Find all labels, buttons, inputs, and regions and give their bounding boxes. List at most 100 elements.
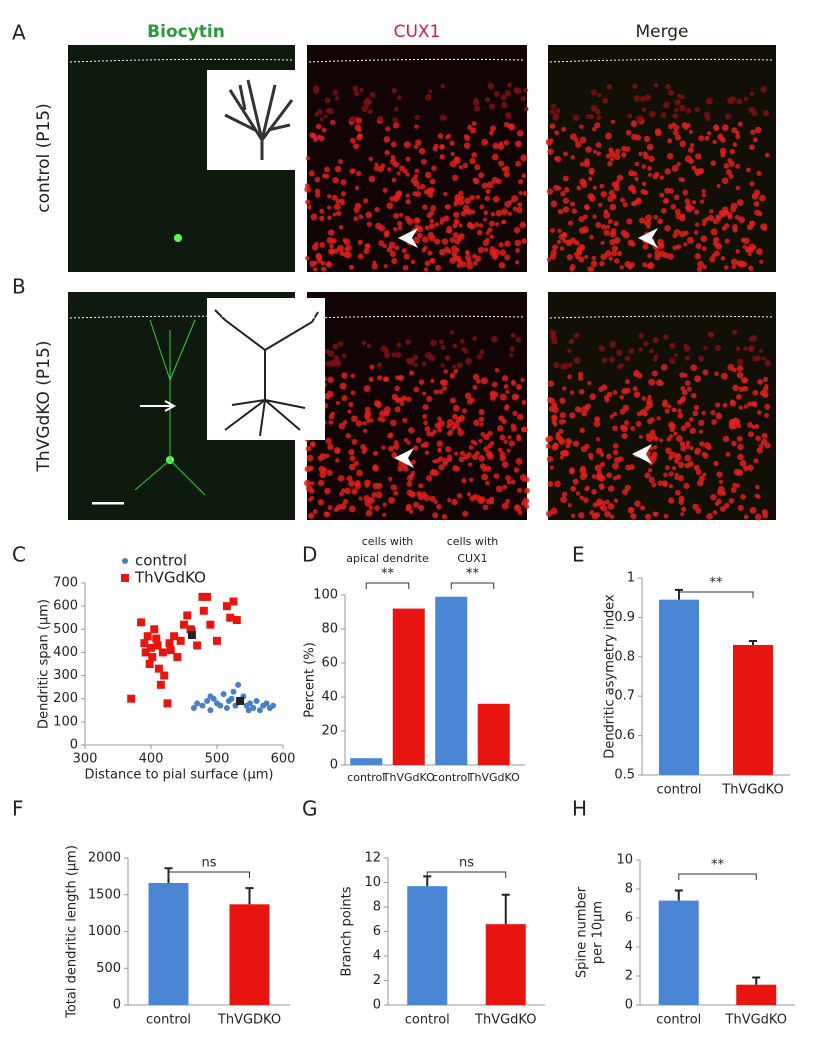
nucleus xyxy=(743,465,749,472)
panel-label: F xyxy=(12,797,24,821)
nucleus xyxy=(585,146,592,153)
y-tick-label: 1500 xyxy=(88,887,121,902)
nucleus xyxy=(740,237,746,243)
nucleus xyxy=(519,474,527,481)
point xyxy=(127,694,136,703)
y-tick-label: 500 xyxy=(53,622,78,637)
nucleus xyxy=(611,245,619,252)
y-tick-label: 8 xyxy=(373,900,381,915)
nucleus xyxy=(644,513,652,520)
point xyxy=(207,693,214,700)
nucleus xyxy=(598,202,603,208)
nucleus xyxy=(653,357,658,362)
nucleus xyxy=(424,171,432,179)
nucleus xyxy=(473,105,481,112)
nucleus xyxy=(642,151,648,156)
nucleus xyxy=(736,435,743,442)
nucleus xyxy=(624,484,631,491)
nucleus xyxy=(581,181,588,189)
nucleus xyxy=(636,197,641,202)
point xyxy=(256,707,263,714)
nucleus xyxy=(493,473,500,479)
nucleus xyxy=(709,209,714,214)
nucleus xyxy=(364,243,371,250)
nucleus xyxy=(393,194,401,201)
point xyxy=(230,688,237,695)
nucleus xyxy=(393,490,399,496)
nucleus xyxy=(352,85,359,92)
nucleus xyxy=(369,92,376,98)
nucleus xyxy=(382,376,389,382)
nucleus xyxy=(688,417,694,422)
nucleus xyxy=(310,496,315,501)
nucleus xyxy=(562,206,570,213)
error-bar xyxy=(752,976,761,985)
nucleus xyxy=(724,238,730,244)
nucleus xyxy=(675,435,683,443)
nucleus xyxy=(311,244,319,251)
nucleus xyxy=(357,132,363,139)
nucleus xyxy=(513,467,520,473)
nucleus xyxy=(351,488,358,495)
nucleus xyxy=(499,249,507,257)
nucleus xyxy=(465,251,470,256)
nucleus xyxy=(701,246,707,252)
y-tick-label: 40 xyxy=(321,690,338,705)
y-tick-label: 8 xyxy=(625,882,633,897)
nucleus xyxy=(758,348,763,354)
nucleus xyxy=(684,380,691,386)
nucleus xyxy=(762,391,769,399)
nucleus xyxy=(428,234,436,242)
nucleus xyxy=(449,372,456,379)
y-tick-label: 700 xyxy=(53,576,78,591)
nucleus xyxy=(703,345,708,351)
image-overlays xyxy=(69,58,775,505)
y-tick-label: 400 xyxy=(53,645,78,660)
significance-label: ns xyxy=(201,856,216,871)
nucleus xyxy=(440,344,446,350)
nucleus xyxy=(615,474,622,480)
nucleus xyxy=(596,470,603,477)
nucleus xyxy=(516,129,524,137)
nucleus xyxy=(428,89,433,94)
nucleus xyxy=(419,183,426,190)
nucleus xyxy=(394,106,399,112)
column-title: Merge xyxy=(635,22,688,42)
nucleus xyxy=(432,146,438,152)
nucleus xyxy=(635,134,642,141)
nucleus xyxy=(388,476,393,481)
nucleus xyxy=(579,473,587,481)
nucleus xyxy=(508,123,516,131)
nucleus xyxy=(484,96,491,103)
nucleus xyxy=(341,395,348,402)
nucleus xyxy=(414,168,420,174)
nucleus xyxy=(595,222,602,229)
bar xyxy=(229,904,270,1005)
nucleus xyxy=(453,211,460,219)
y-tick-label: 4 xyxy=(625,940,633,955)
nucleus xyxy=(426,475,433,482)
nucleus xyxy=(680,395,687,402)
nucleus xyxy=(349,455,356,462)
nucleus xyxy=(621,432,628,440)
nucleus xyxy=(517,487,523,493)
nucleus xyxy=(345,244,352,251)
nucleus xyxy=(395,351,402,359)
nucleus xyxy=(433,499,438,505)
x-tick-label: 500 xyxy=(205,752,230,767)
nucleus xyxy=(480,377,488,385)
nucleus xyxy=(647,172,652,177)
nucleus xyxy=(481,138,489,146)
nucleus xyxy=(676,161,681,167)
x-tick-label: control xyxy=(347,771,385,784)
nucleus xyxy=(693,209,700,215)
nucleus xyxy=(647,166,652,171)
nucleus xyxy=(418,483,424,489)
nucleus xyxy=(679,140,686,148)
nucleus xyxy=(364,413,371,420)
nucleus xyxy=(365,211,373,219)
nucleus xyxy=(616,364,623,370)
nucleus xyxy=(469,194,476,201)
nucleus xyxy=(363,198,369,204)
nucleus xyxy=(458,456,465,463)
